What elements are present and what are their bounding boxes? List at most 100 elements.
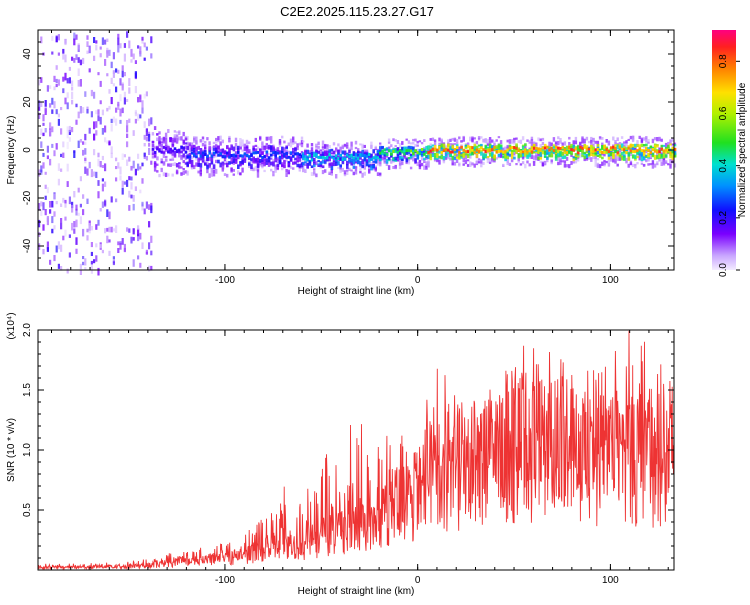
spectrogram-cell xyxy=(328,162,331,166)
spectrogram-cell xyxy=(480,136,483,139)
spectrogram-cell xyxy=(106,235,109,244)
spectrogram-peak-cell xyxy=(292,154,295,158)
spectrogram-cell xyxy=(543,148,547,151)
spectrogram-cell xyxy=(570,150,573,156)
spectrogram-cell xyxy=(627,156,631,161)
spectrogram-cell xyxy=(294,141,297,144)
spectrogram-cell xyxy=(164,158,168,162)
spectrogram-cell xyxy=(201,157,205,163)
spectrogram-cell xyxy=(130,182,133,190)
spectrogram-cell xyxy=(390,144,393,148)
spectrogram-cell xyxy=(651,163,655,169)
spectrogram-cell xyxy=(634,146,637,149)
spectrogram-cell xyxy=(596,158,600,161)
spectrogram-cell xyxy=(563,155,567,159)
spectrogram-cell xyxy=(398,151,402,156)
spectrogram-cell xyxy=(97,219,100,226)
spectrogram-cell xyxy=(381,157,384,161)
spectrogram-cell xyxy=(495,145,499,149)
spectrogram-cell xyxy=(310,165,314,168)
spectrogram-cell xyxy=(306,160,309,164)
spectrogram-cell xyxy=(495,139,498,142)
spectrogram-cell xyxy=(145,201,148,209)
spectrogram-peak-cell xyxy=(186,155,189,159)
spectrogram-cell xyxy=(370,141,373,145)
spectrogram-cell xyxy=(151,132,155,136)
spectrogram-cell xyxy=(151,143,155,148)
spectrogram-cell xyxy=(230,144,233,147)
spectrogram-cell xyxy=(141,162,144,167)
spectrogram-cell xyxy=(175,131,179,134)
spectrogram-cell xyxy=(126,125,129,133)
spectrogram-cell xyxy=(352,171,355,176)
spectrogram-cell xyxy=(645,155,648,158)
spectrogram-peak-cell xyxy=(517,149,521,153)
spectrogram-peak-cell xyxy=(508,146,512,150)
spectrogram-cell xyxy=(535,142,538,147)
spectrogram-cell xyxy=(97,191,100,199)
spectrogram-cell xyxy=(84,166,87,174)
spectrogram-cell xyxy=(557,161,560,166)
spectrogram-cell xyxy=(128,205,131,211)
spectrogram-cell xyxy=(95,130,98,136)
spectrogram-cell xyxy=(552,144,556,148)
spectrogram-cell xyxy=(315,173,318,178)
spectrogram-peak-cell xyxy=(475,148,479,152)
spectrogram-cell xyxy=(175,171,179,175)
spectrogram-cell xyxy=(330,152,334,155)
spectrogram-cell xyxy=(449,138,452,142)
spectrogram-cell xyxy=(304,169,307,173)
spectrogram-cell xyxy=(475,159,479,164)
spectrogram-cell xyxy=(660,159,663,163)
spectrogram-cell xyxy=(546,156,549,160)
spectrogram-cell xyxy=(287,150,290,155)
spectrogram-cell xyxy=(473,148,477,151)
spectrogram-cell xyxy=(95,255,98,262)
spectrogram-cell xyxy=(153,166,157,172)
spectrogram-cell xyxy=(197,159,200,164)
spectrogram-cell xyxy=(565,152,569,156)
spectrogram-cell xyxy=(414,144,417,148)
spectrogram-cell xyxy=(451,155,455,161)
spectrogram-cell xyxy=(350,141,353,147)
spectrogram-peak-cell xyxy=(281,150,284,154)
spectrogram-cell xyxy=(508,154,512,157)
spectrogram-cell xyxy=(64,199,67,204)
spectrogram-cell xyxy=(546,152,549,156)
spectrogram-cell xyxy=(379,158,382,164)
spectrogram-cell xyxy=(206,159,209,164)
spectrogram-cell xyxy=(153,162,157,168)
spectrogram-peak-cell xyxy=(473,151,477,155)
spectrogram-cell xyxy=(204,162,207,165)
spectrogram-cell xyxy=(321,170,325,175)
spectrogram-cell xyxy=(123,43,126,48)
spectrogram-cell xyxy=(119,78,122,86)
spectrogram-cell xyxy=(119,94,122,102)
spectrogram-peak-cell xyxy=(664,148,668,152)
spectrogram-cell xyxy=(447,139,450,143)
spectrogram-cell xyxy=(272,173,275,177)
spectrogram-peak-cell xyxy=(480,146,483,150)
spectrogram-cell xyxy=(143,57,146,61)
spectrogram-cell xyxy=(180,157,183,161)
spectrogram-cell xyxy=(396,147,400,152)
spectrogram-cell xyxy=(565,145,569,151)
spectrogram-cell xyxy=(289,153,293,157)
spectrogram-cell xyxy=(243,143,246,146)
spectrogram-cell xyxy=(664,150,668,154)
spectrogram-cell xyxy=(372,164,375,169)
spectrogram-cell xyxy=(77,212,80,217)
spectrogram-y-tick-label: -40 xyxy=(22,238,33,253)
spectrogram-cell xyxy=(278,159,282,165)
spectrogram-cell xyxy=(343,143,347,147)
spectrogram-peak-cell xyxy=(195,155,198,159)
spectrogram-cell xyxy=(346,145,349,149)
spectrogram-cell xyxy=(574,153,578,156)
spectrogram-cell xyxy=(631,144,635,148)
spectrogram-peak-cell xyxy=(662,149,666,153)
spectrogram-cell xyxy=(104,59,107,66)
spectrogram-cell xyxy=(405,150,409,155)
spectrogram-cell xyxy=(160,147,164,151)
spectrogram-cell xyxy=(75,208,78,216)
spectrogram-peak-cell xyxy=(310,158,314,162)
